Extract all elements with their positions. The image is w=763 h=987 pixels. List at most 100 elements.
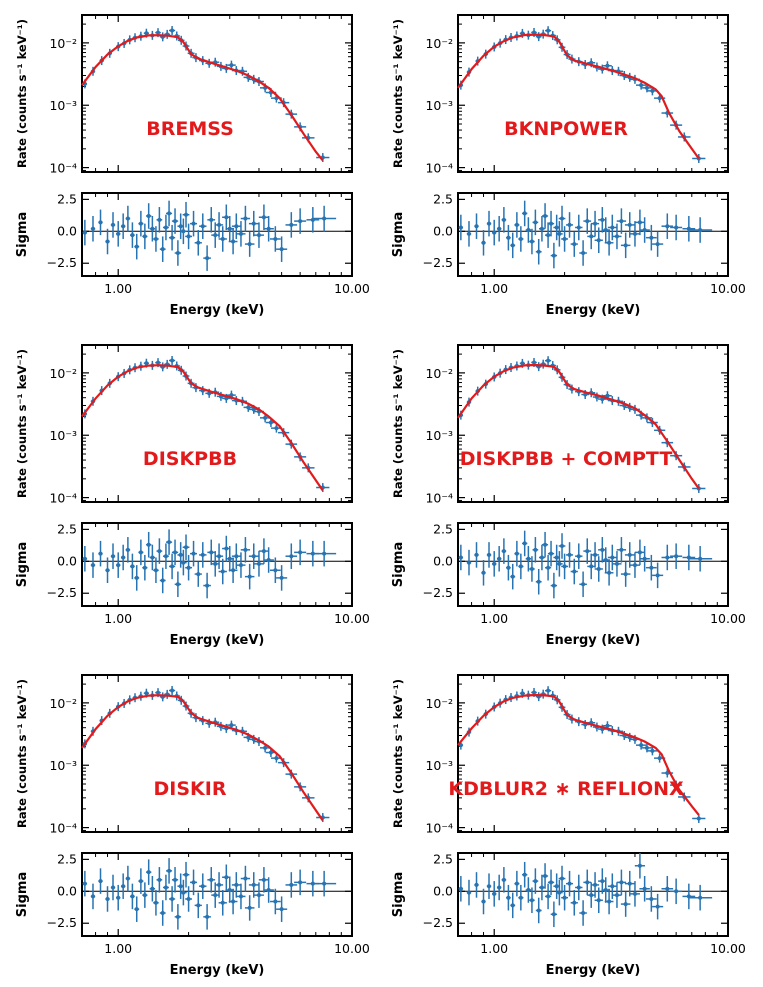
residual-point bbox=[138, 221, 143, 226]
residual-point bbox=[614, 893, 619, 898]
residual-point bbox=[184, 872, 189, 877]
y-tick-label: 10⁻⁴ bbox=[425, 821, 453, 836]
residual-point bbox=[562, 564, 567, 569]
residual-point bbox=[279, 247, 284, 252]
residual-point bbox=[627, 552, 632, 557]
residual-point bbox=[596, 238, 601, 243]
residual-point bbox=[231, 568, 236, 573]
residual-point bbox=[121, 555, 126, 560]
sigma-axis-label: Sigma bbox=[391, 212, 406, 257]
data-point bbox=[532, 360, 537, 365]
spectrum-axes-frame bbox=[81, 674, 353, 833]
residual-point bbox=[518, 564, 523, 569]
residual-point bbox=[637, 220, 642, 225]
residual-point bbox=[623, 902, 628, 907]
residual-point bbox=[173, 550, 178, 555]
residual-point bbox=[227, 888, 232, 893]
residual-point bbox=[549, 221, 554, 226]
residual-point bbox=[589, 893, 594, 898]
residual-point bbox=[167, 211, 172, 216]
residual-point bbox=[607, 240, 612, 245]
residual-point bbox=[98, 879, 103, 884]
residual-point bbox=[261, 549, 266, 554]
residual-point bbox=[481, 899, 486, 904]
rate-axis-label: Rate (counts s⁻¹ keV⁻¹) bbox=[391, 19, 405, 168]
residual-point bbox=[474, 552, 479, 557]
residual-point bbox=[533, 879, 538, 884]
residual-point bbox=[231, 899, 236, 904]
residual-point bbox=[562, 895, 567, 900]
residual-point bbox=[146, 213, 151, 218]
residual-point bbox=[458, 225, 463, 230]
residual-point bbox=[234, 224, 239, 229]
residual-point bbox=[549, 880, 554, 885]
spectrum-panel: 10⁻² 10⁻³ 10⁻⁴ BKNPOWER Rate (counts s⁻¹ keV… bbox=[391, 14, 729, 176]
residual-point bbox=[160, 578, 165, 583]
residual-point bbox=[674, 889, 679, 894]
residual-point bbox=[497, 226, 502, 231]
residual-point bbox=[649, 235, 654, 240]
residual-point bbox=[474, 882, 479, 887]
residual-point bbox=[157, 877, 162, 882]
residual-point bbox=[153, 900, 158, 905]
x-tick-label: 10.00 bbox=[334, 941, 370, 956]
residual-point bbox=[273, 899, 278, 904]
residual-point bbox=[576, 225, 581, 230]
residual-point bbox=[98, 551, 103, 556]
residual-point bbox=[116, 231, 121, 236]
sigma-axis-label: Sigma bbox=[15, 212, 30, 257]
data-point bbox=[605, 723, 610, 728]
data-point bbox=[546, 688, 551, 693]
residual-point bbox=[562, 236, 567, 241]
residual-point bbox=[474, 224, 479, 229]
residual-point bbox=[589, 564, 594, 569]
y-tick-label: −2.5 bbox=[423, 255, 453, 270]
y-tick-label: 10⁻⁴ bbox=[425, 161, 453, 176]
residual-point bbox=[539, 555, 544, 560]
y-tick-label: 0.0 bbox=[433, 553, 453, 568]
residual-point bbox=[655, 242, 660, 247]
residual-point bbox=[134, 244, 139, 249]
residual-point bbox=[298, 219, 303, 224]
residual-point bbox=[510, 243, 515, 248]
y-tick-label: 10⁻² bbox=[425, 696, 453, 711]
residual-point bbox=[231, 239, 236, 244]
residual-point bbox=[529, 566, 534, 571]
residual-point bbox=[273, 236, 278, 241]
model-name-label: BREMSS bbox=[146, 118, 234, 140]
residual-point bbox=[213, 233, 218, 238]
residual-point bbox=[170, 564, 175, 569]
y-tick-label: 0.0 bbox=[433, 223, 453, 238]
data-point bbox=[605, 393, 610, 398]
residual-point bbox=[585, 549, 590, 554]
residual-point bbox=[655, 904, 660, 909]
residual-point bbox=[125, 876, 130, 881]
residual-point bbox=[105, 568, 110, 573]
residual-point bbox=[610, 884, 615, 889]
chart-bknpower: 10⁻² 10⁻³ 10⁻⁴ BKNPOWER Rate (counts s⁻¹ keV… bbox=[391, 14, 746, 318]
residual-point bbox=[121, 224, 126, 229]
residual-point bbox=[487, 552, 492, 557]
residual-point bbox=[111, 554, 116, 559]
x-tick-label: 10.00 bbox=[710, 611, 746, 626]
residual-point bbox=[642, 886, 647, 891]
residual-point bbox=[157, 217, 162, 222]
residual-point bbox=[142, 893, 147, 898]
residual-point bbox=[116, 895, 121, 900]
residual-point bbox=[178, 224, 183, 229]
residual-point bbox=[163, 225, 168, 230]
residual-point bbox=[82, 230, 87, 235]
residual-point bbox=[146, 542, 151, 547]
residual-point bbox=[243, 547, 248, 552]
residual-point bbox=[487, 884, 492, 889]
data-point bbox=[644, 85, 649, 90]
y-tick-label: 2.5 bbox=[433, 191, 453, 206]
residual-point bbox=[674, 225, 679, 230]
residual-point bbox=[186, 565, 191, 570]
residual-point bbox=[572, 900, 577, 905]
residual-point bbox=[238, 563, 243, 568]
data-point bbox=[274, 756, 279, 761]
residual-point bbox=[209, 217, 214, 222]
residual-point bbox=[220, 236, 225, 241]
